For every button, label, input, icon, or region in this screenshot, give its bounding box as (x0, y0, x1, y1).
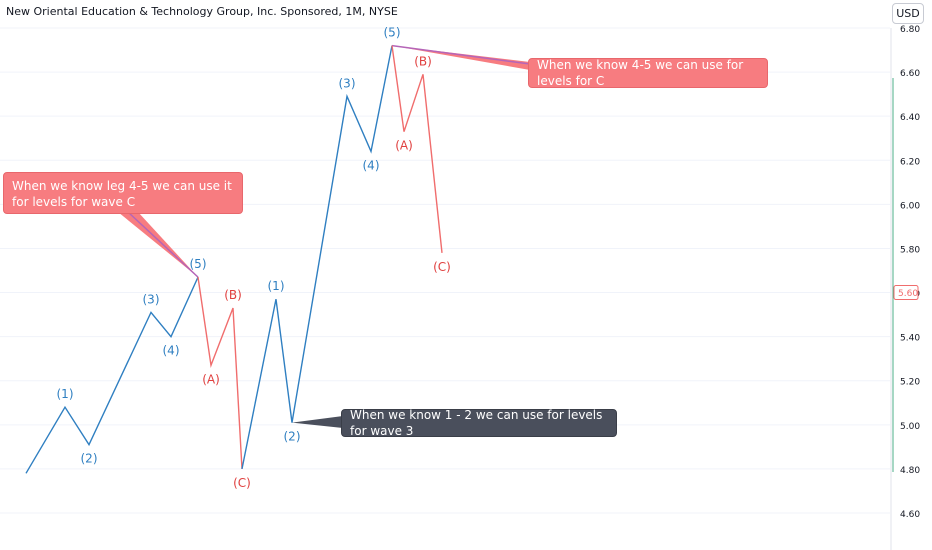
callout-pointer (392, 45, 530, 70)
wave-label: (4) (363, 158, 380, 172)
wave-label: (5) (190, 257, 207, 271)
y-tick-label: 5.00 (900, 422, 920, 432)
wave-series-line[interactable] (241, 45, 393, 470)
price-axis[interactable]: 6.80 6.60 6.40 6.20 6.00 5.80 5.60 5.40 5.20 5.00… (890, 25, 920, 550)
grid-layer (0, 27, 890, 514)
wave-label: (2) (284, 430, 301, 444)
wave-label: (A) (202, 372, 220, 386)
series-layer (25, 45, 443, 474)
y-tick-label: 4.80 (900, 466, 920, 476)
callout-pointer-edge (127, 211, 199, 278)
callout-pointer-edge (391, 44, 531, 65)
y-tick-label: 6.80 (900, 25, 920, 35)
y-tick-label: 6.40 (900, 113, 920, 123)
wave-label: (A) (395, 139, 413, 153)
wave-label: (B) (414, 54, 432, 68)
wave-label: (1) (268, 279, 285, 293)
y-tick-label: 5.40 (900, 334, 920, 344)
y-tick-label: 4.60 (900, 510, 920, 520)
wave-label: (5) (384, 26, 401, 40)
current-price-badge (893, 285, 919, 301)
callout-note[interactable]: When we know leg 4-5 we can use it for l… (3, 172, 243, 214)
wave-label: (3) (143, 292, 160, 306)
wave-label: (3) (339, 76, 356, 90)
y-tick-label: 6.60 (900, 69, 920, 79)
callout-pointer-layer (118, 44, 531, 428)
callout-note[interactable]: When we know 1 - 2 we can use for levels… (341, 408, 617, 438)
currency-button[interactable]: USD (892, 3, 924, 24)
wave-series-line[interactable] (25, 276, 199, 474)
callout-pointer (118, 212, 198, 278)
wave-label: (B) (224, 288, 242, 302)
y-tick-label: 5.20 (900, 378, 920, 388)
wave-label: (1) (57, 387, 74, 401)
wave-series-line[interactable] (391, 45, 443, 253)
wave-series-line[interactable] (197, 277, 243, 469)
wave-label: (C) (233, 476, 251, 490)
symbol-title: New Oriental Education & Technology Grou… (6, 5, 398, 18)
wave-label: (4) (163, 344, 180, 358)
y-tick-label: 6.20 (900, 157, 920, 167)
y-tick-label: 5.80 (900, 245, 920, 255)
wave-label: (C) (433, 260, 451, 274)
wave-label: (2) (81, 452, 98, 466)
callout-note[interactable]: When we know 4-5 we can use for levels f… (528, 58, 768, 88)
current-price-label: 5.60 (898, 289, 918, 299)
callout-pointer (292, 416, 343, 428)
y-tick-label: 6.00 (900, 201, 920, 211)
wave-label-layer: (1) (2) (3) (4) (5) (A) (B) (C) (1) (2) (3) (4) (5) (… (57, 26, 451, 490)
